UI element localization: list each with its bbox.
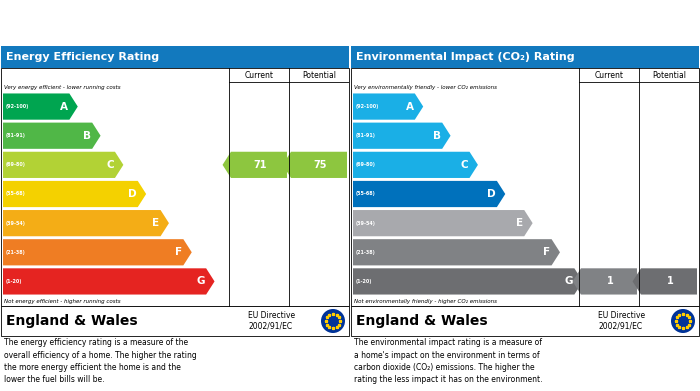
- Text: F: F: [543, 247, 551, 257]
- Text: (1-20): (1-20): [356, 279, 372, 284]
- Circle shape: [671, 309, 695, 333]
- Text: A: A: [406, 102, 414, 111]
- Polygon shape: [3, 123, 101, 149]
- Text: Current: Current: [594, 70, 624, 79]
- Polygon shape: [573, 268, 637, 294]
- Text: England & Wales: England & Wales: [356, 314, 488, 328]
- Text: C: C: [461, 160, 468, 170]
- Bar: [351, 306, 699, 336]
- Text: (81-91): (81-91): [6, 133, 26, 138]
- Text: A: A: [60, 102, 69, 111]
- Text: EU Directive
2002/91/EC: EU Directive 2002/91/EC: [598, 311, 645, 331]
- Bar: [351, 68, 699, 306]
- Text: Current: Current: [244, 70, 274, 79]
- Text: (39-54): (39-54): [6, 221, 26, 226]
- Text: B: B: [433, 131, 441, 141]
- Bar: [1, 46, 349, 68]
- Text: E: E: [153, 218, 160, 228]
- Text: (81-91): (81-91): [356, 133, 376, 138]
- Text: (69-80): (69-80): [6, 162, 26, 167]
- Bar: [1, 306, 349, 336]
- Text: 1: 1: [607, 276, 613, 287]
- Text: The energy efficiency rating is a measure of the
overall efficiency of a home. T: The energy efficiency rating is a measur…: [4, 338, 197, 384]
- Polygon shape: [353, 268, 583, 294]
- Text: E: E: [516, 218, 523, 228]
- Polygon shape: [353, 239, 560, 265]
- Text: (39-54): (39-54): [356, 221, 376, 226]
- Text: Potential: Potential: [652, 70, 686, 79]
- Polygon shape: [3, 239, 192, 265]
- Text: 75: 75: [313, 160, 327, 170]
- Text: (1-20): (1-20): [6, 279, 22, 284]
- Text: 1: 1: [666, 276, 673, 287]
- Text: Potential: Potential: [302, 70, 336, 79]
- Text: EU Directive
2002/91/EC: EU Directive 2002/91/EC: [248, 311, 295, 331]
- Text: D: D: [128, 189, 136, 199]
- Text: Environmental Impact (CO₂) Rating: Environmental Impact (CO₂) Rating: [356, 52, 575, 62]
- Text: G: G: [565, 276, 573, 287]
- Circle shape: [321, 309, 345, 333]
- Text: Not environmentally friendly - higher CO₂ emissions: Not environmentally friendly - higher CO…: [354, 298, 497, 303]
- Text: Very energy efficient - lower running costs: Very energy efficient - lower running co…: [4, 86, 120, 90]
- Polygon shape: [353, 210, 533, 236]
- Text: C: C: [106, 160, 114, 170]
- Polygon shape: [3, 181, 146, 207]
- Text: (92-100): (92-100): [6, 104, 29, 109]
- Text: B: B: [83, 131, 91, 141]
- Polygon shape: [283, 152, 347, 178]
- Polygon shape: [353, 152, 478, 178]
- Text: (55-68): (55-68): [6, 192, 26, 197]
- Polygon shape: [633, 268, 697, 294]
- Text: 71: 71: [253, 160, 267, 170]
- Text: D: D: [487, 189, 496, 199]
- Polygon shape: [353, 181, 505, 207]
- Text: F: F: [175, 247, 183, 257]
- Bar: [351, 46, 699, 68]
- Polygon shape: [3, 268, 214, 294]
- Polygon shape: [3, 93, 78, 120]
- Polygon shape: [353, 123, 451, 149]
- Text: (21-38): (21-38): [356, 250, 376, 255]
- Bar: [1, 68, 349, 306]
- Polygon shape: [3, 210, 169, 236]
- Text: (69-80): (69-80): [356, 162, 376, 167]
- Text: Not energy efficient - higher running costs: Not energy efficient - higher running co…: [4, 298, 120, 303]
- Text: (55-68): (55-68): [356, 192, 376, 197]
- Polygon shape: [3, 152, 123, 178]
- Text: Energy Efficiency Rating: Energy Efficiency Rating: [6, 52, 159, 62]
- Text: The environmental impact rating is a measure of
a home's impact on the environme: The environmental impact rating is a mea…: [354, 338, 542, 384]
- Text: England & Wales: England & Wales: [6, 314, 138, 328]
- Text: G: G: [197, 276, 205, 287]
- Polygon shape: [353, 93, 424, 120]
- Text: (21-38): (21-38): [6, 250, 26, 255]
- Text: (92-100): (92-100): [356, 104, 379, 109]
- Polygon shape: [223, 152, 287, 178]
- Text: Very environmentally friendly - lower CO₂ emissions: Very environmentally friendly - lower CO…: [354, 86, 497, 90]
